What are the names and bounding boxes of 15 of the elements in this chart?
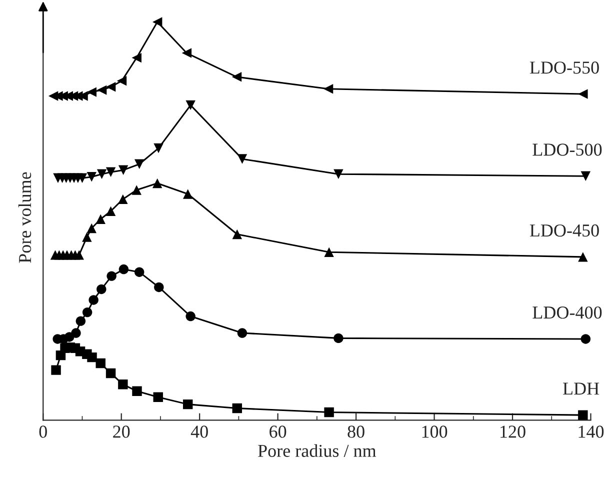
x-tick-label: 140 bbox=[578, 426, 604, 438]
series-label: LDO-450 bbox=[530, 224, 599, 237]
series-label: LDO-550 bbox=[530, 62, 599, 74]
x-tick-label: 100 bbox=[422, 426, 448, 438]
x-tick-label: 20 bbox=[113, 426, 130, 438]
y-axis-title: Pore volume bbox=[18, 172, 32, 263]
x-tick-label: 0 bbox=[39, 426, 47, 438]
x-tick-label: 120 bbox=[500, 426, 526, 438]
x-tick-label: 40 bbox=[190, 426, 208, 438]
x-tick-label: 80 bbox=[348, 426, 364, 438]
series-label: LDO-500 bbox=[532, 144, 602, 156]
x-tick-label: 60 bbox=[270, 426, 286, 438]
series-label: LDH bbox=[563, 382, 600, 395]
x-axis-title: Pore radius / nm bbox=[258, 444, 376, 457]
series-label: LDO-400 bbox=[532, 306, 602, 319]
